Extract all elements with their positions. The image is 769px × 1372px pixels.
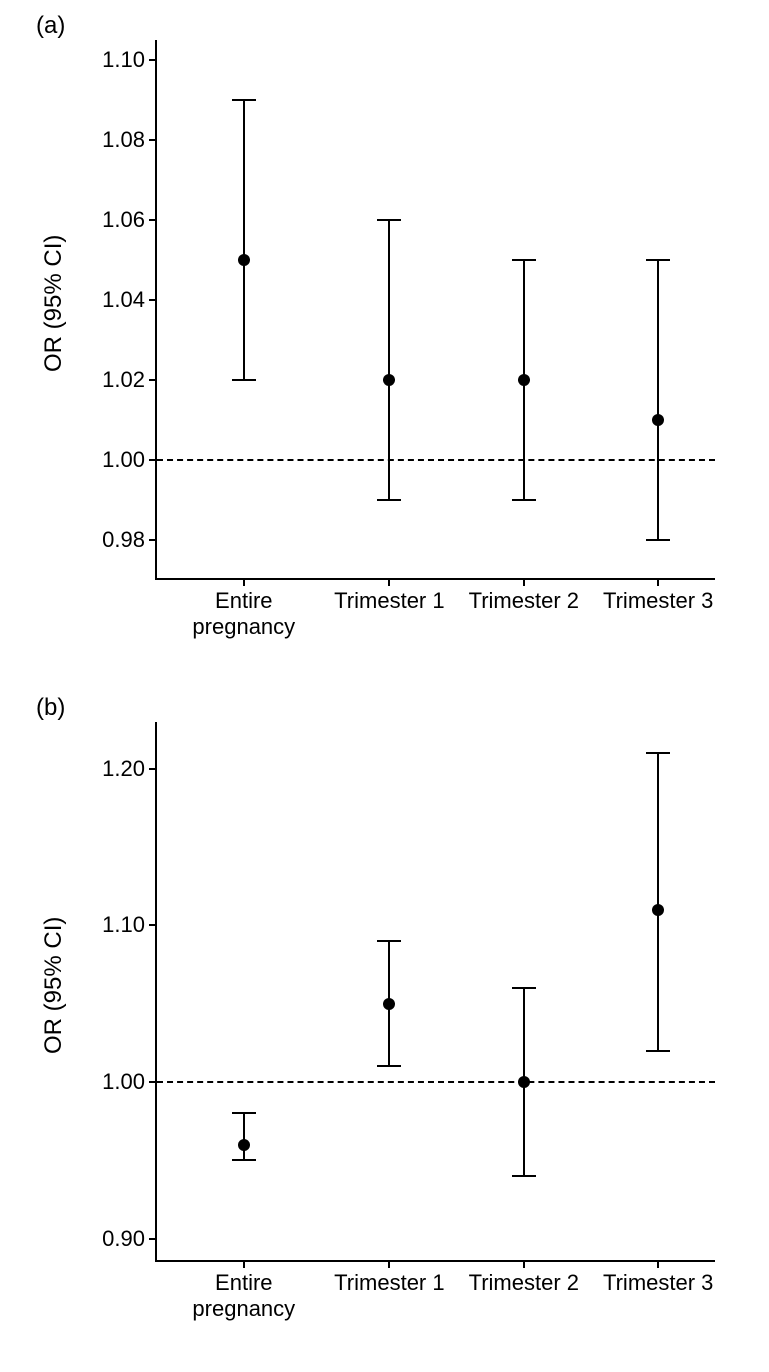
reference-line [157,1081,715,1083]
errorbar-cap [377,1065,401,1067]
errorbar-cap [512,499,536,501]
errorbar-cap [377,219,401,221]
xtick-label: Entire pregnancy [192,578,295,641]
ytick-label: 1.06 [102,207,157,233]
errorbar [243,100,245,380]
ytick-label: 0.90 [102,1226,157,1252]
panel-a-ylabel: OR (95% CI) [40,252,68,372]
panel-a-plot: 0.981.001.021.041.061.081.10Entire pregn… [155,40,715,580]
ytick-label: 1.00 [102,447,157,473]
errorbar-cap [232,1112,256,1114]
errorbar-cap [646,259,670,261]
data-point [383,998,395,1010]
panel-a-label: (a) [36,12,65,40]
data-point [518,374,530,386]
errorbar-cap [646,539,670,541]
errorbar-cap [232,99,256,101]
xtick-label: Trimester 3 [603,1260,713,1296]
data-point [518,1076,530,1088]
xtick-label: Trimester 2 [469,1260,579,1296]
reference-line [157,459,715,461]
errorbar-cap [232,379,256,381]
errorbar-cap [512,259,536,261]
errorbar-cap [512,1175,536,1177]
errorbar-cap [646,752,670,754]
data-point [652,414,664,426]
figure: (a) OR (95% CI) 0.981.001.021.041.061.08… [0,0,769,1372]
errorbar [243,1113,245,1160]
errorbar-cap [646,1050,670,1052]
ytick-label: 1.10 [102,47,157,73]
ytick-label: 1.20 [102,756,157,782]
data-point [652,904,664,916]
errorbar [388,220,390,500]
data-point [383,374,395,386]
data-point [238,254,250,266]
panel-b-label: (b) [36,694,65,722]
xtick-label: Trimester 1 [334,578,444,614]
ytick-label: 0.98 [102,527,157,553]
ytick-label: 1.10 [102,912,157,938]
ytick-label: 1.08 [102,127,157,153]
panel-b-ylabel: OR (95% CI) [40,934,68,1054]
ytick-label: 1.00 [102,1069,157,1095]
panel-b-plot: 0.901.001.101.20Entire pregnancyTrimeste… [155,722,715,1262]
data-point [238,1139,250,1151]
xtick-label: Entire pregnancy [192,1260,295,1323]
ytick-label: 1.04 [102,287,157,313]
errorbar [657,753,659,1050]
errorbar [657,260,659,540]
ytick-label: 1.02 [102,367,157,393]
xtick-label: Trimester 3 [603,578,713,614]
errorbar-cap [232,1159,256,1161]
errorbar-cap [377,940,401,942]
xtick-label: Trimester 1 [334,1260,444,1296]
xtick-label: Trimester 2 [469,578,579,614]
errorbar-cap [377,499,401,501]
errorbar-cap [512,987,536,989]
